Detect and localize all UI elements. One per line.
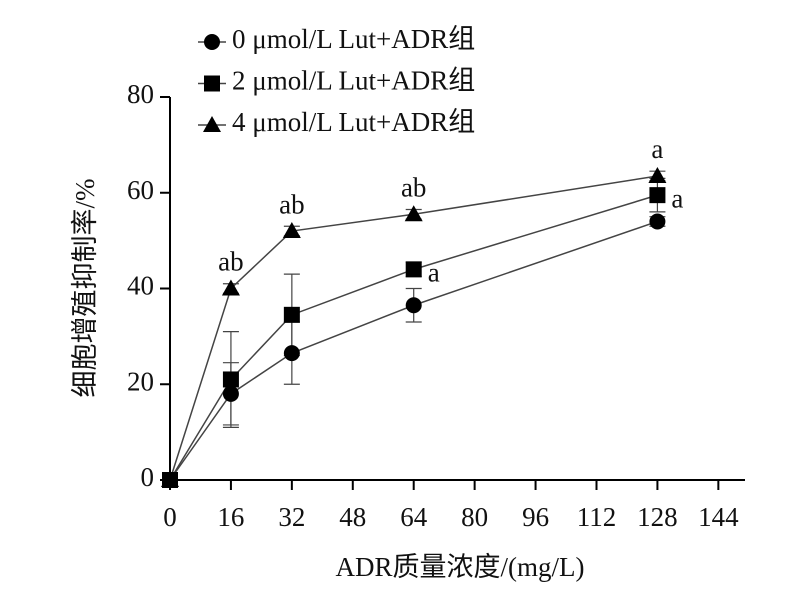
marker (649, 187, 666, 204)
x-tick-label: 48 (339, 502, 366, 532)
marker (222, 385, 239, 402)
annotation: a (428, 258, 440, 288)
x-tick-label: 64 (400, 502, 428, 532)
y-tick-label: 0 (141, 462, 155, 492)
x-tick-label: 112 (577, 502, 617, 532)
marker (649, 213, 666, 230)
annotation: a (671, 183, 683, 213)
marker (405, 297, 422, 314)
annotation: ab (401, 172, 426, 202)
y-tick-label: 80 (127, 79, 154, 109)
marker (283, 306, 300, 323)
annotation: ab (218, 247, 243, 277)
y-axis-label: 细胞增殖抑制率/% (70, 179, 100, 398)
marker (405, 261, 422, 278)
x-tick-label: 80 (461, 502, 488, 532)
legend-label: 2 μmol/L Lut+ADR组 (232, 66, 475, 96)
legend-label: 0 μmol/L Lut+ADR组 (232, 24, 475, 54)
marker (283, 345, 300, 362)
marker (204, 75, 220, 92)
y-tick-label: 40 (127, 271, 154, 301)
annotation: a (651, 134, 663, 164)
x-tick-label: 32 (278, 502, 305, 532)
legend-label: 4 μmol/L Lut+ADR组 (232, 107, 475, 137)
series-line (169, 194, 658, 481)
y-tick-label: 20 (127, 366, 154, 396)
marker (404, 205, 423, 222)
x-axis-label: ADR质量浓度/(mg/L) (336, 552, 585, 582)
marker (161, 471, 179, 487)
x-tick-label: 144 (698, 502, 739, 532)
x-tick-label: 16 (217, 502, 244, 532)
marker (203, 116, 221, 132)
x-tick-label: 128 (637, 502, 678, 532)
marker (222, 371, 239, 388)
x-tick-label: 0 (163, 502, 177, 532)
marker (282, 222, 301, 239)
marker (204, 34, 220, 50)
marker (648, 166, 667, 183)
x-tick-label: 96 (522, 502, 549, 532)
annotation: ab (279, 189, 304, 219)
marker (221, 279, 240, 296)
y-tick-label: 60 (127, 175, 154, 205)
series-line (169, 175, 658, 481)
